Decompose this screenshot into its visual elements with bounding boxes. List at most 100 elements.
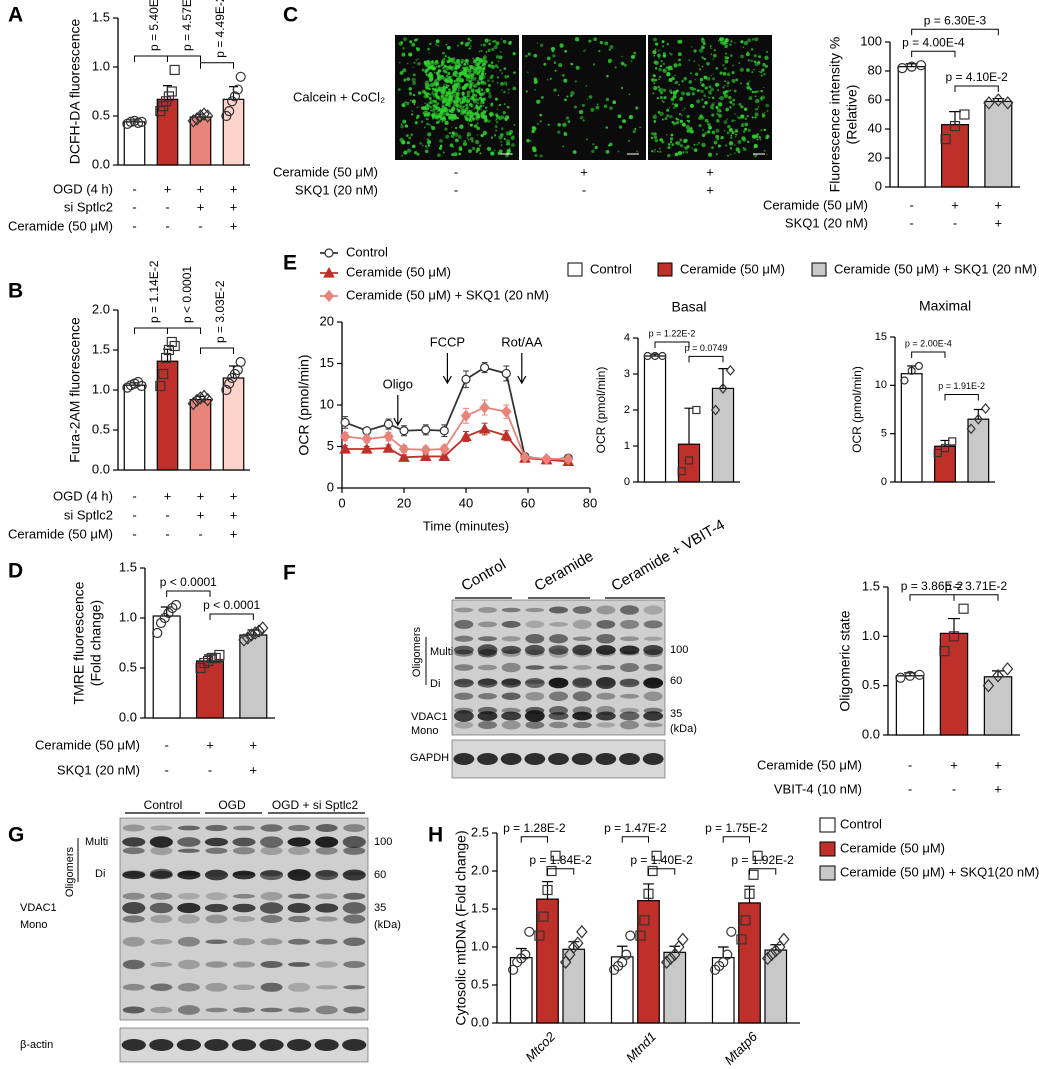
- data-point: [187, 396, 200, 411]
- fluorescence-dot: [470, 45, 472, 47]
- data-point: [940, 444, 950, 453]
- fluorescence-dot: [430, 125, 432, 127]
- fluorescence-dot: [700, 45, 706, 50]
- data-point: [203, 655, 214, 667]
- fluorescence-dot: [439, 64, 443, 67]
- data-point: [639, 915, 650, 926]
- fluorescence-dot: [437, 120, 441, 123]
- blot-band: [501, 620, 521, 628]
- blot-band: [548, 645, 569, 655]
- fluorescence-dot: [686, 114, 690, 119]
- fluorescence-dot: [744, 117, 747, 120]
- loading-band: [259, 1039, 284, 1051]
- p-value: p = 1.91E-2: [938, 381, 985, 391]
- fluorescence-dot: [579, 115, 584, 120]
- fluorescence-dot: [539, 120, 542, 123]
- fluorescence-dot: [417, 91, 422, 95]
- blot-band: [643, 644, 664, 656]
- fluorescence-dot: [478, 144, 482, 147]
- blot-band: [150, 1006, 173, 1014]
- comparison-bracket: [547, 868, 575, 875]
- fluorescence-dot: [465, 99, 469, 103]
- fluorescence-dot: [451, 153, 455, 157]
- data-point: [383, 430, 394, 443]
- y-tick-label: 10: [320, 396, 334, 411]
- fluorescence-dot: [730, 54, 733, 57]
- condition-label: VBIT-4 (10 nM): [774, 781, 862, 796]
- data-point: [249, 626, 261, 640]
- fluorescence-dot: [553, 61, 557, 64]
- fluorescence-dot: [453, 100, 456, 103]
- fluorescence-dot: [444, 127, 448, 131]
- fluorescence-dot: [507, 88, 510, 91]
- fluorescence-dot: [698, 68, 702, 71]
- fluorescence-dot: [686, 129, 691, 133]
- fluorescence-dot: [754, 37, 759, 42]
- blot-band: [150, 825, 173, 831]
- y-tick-label: 0: [624, 476, 630, 488]
- fluorescence-dot: [558, 63, 563, 68]
- data-point: [710, 404, 721, 416]
- fluorescence-dot: [461, 86, 466, 91]
- comparison-bracket: [688, 355, 724, 363]
- fluorescence-dot: [591, 149, 595, 154]
- data-point: [224, 105, 235, 117]
- blot-band: [232, 903, 256, 913]
- comparison-bracket: [167, 327, 201, 334]
- fluorescence-dot: [399, 62, 401, 64]
- blot-band: [205, 982, 228, 992]
- fluorescence-dot: [711, 96, 715, 100]
- fluorescence-dot: [466, 62, 469, 65]
- legend-swatch: [819, 817, 836, 833]
- fluorescence-dot: [746, 68, 750, 72]
- fluorescence-dot: [472, 57, 474, 59]
- fluorescence-dot: [498, 55, 503, 60]
- data-point: [980, 403, 991, 415]
- fluorescence-dot: [434, 97, 436, 99]
- fluorescence-dot: [416, 106, 419, 109]
- fluorescence-dot: [428, 124, 431, 126]
- fluorescence-dot: [403, 150, 408, 155]
- fluorescence-dot: [747, 59, 750, 62]
- fluorescence-dot: [411, 144, 416, 149]
- fluorescence-dot: [495, 113, 499, 117]
- fluorescence-dot: [436, 71, 440, 75]
- condition-label: SKQ1 (20 nM): [295, 182, 378, 197]
- fluorescence-dot: [481, 80, 485, 84]
- fluorescence-dot: [413, 103, 416, 105]
- error-bar: [949, 111, 961, 125]
- fluorescence-dot: [402, 119, 407, 124]
- fluorescence-dot: [484, 38, 489, 43]
- fluorescence-dot: [465, 103, 468, 107]
- data-point: [906, 61, 917, 72]
- fluorescence-dot: [432, 61, 435, 64]
- fluorescence-dot: [445, 134, 450, 139]
- comparison-bracket: [209, 613, 254, 620]
- fluorescence-dot: [471, 62, 473, 64]
- blot-band: [524, 677, 545, 689]
- fluorescence-dot: [438, 112, 441, 115]
- fluorescence-dot: [494, 125, 498, 129]
- fluorescence-dot: [467, 68, 469, 71]
- fluorescence-dot: [722, 64, 725, 67]
- fluorescence-dot: [617, 150, 620, 153]
- fluorescence-dot: [490, 61, 494, 64]
- fluorescence-dot: [722, 71, 727, 76]
- fluorescence-dot: [566, 95, 569, 98]
- blot-band: [572, 711, 593, 721]
- fluorescence-dot: [715, 134, 719, 139]
- blot-band: [572, 644, 593, 656]
- fluorescence-dot: [441, 109, 444, 111]
- fluorescence-dot: [684, 77, 687, 80]
- fluorescence-dot: [408, 52, 413, 57]
- lane-label: Control: [144, 798, 183, 812]
- data-point: [895, 672, 906, 683]
- y-tick-label: 1.5: [92, 341, 110, 356]
- fluorescence-dot: [723, 93, 729, 99]
- fluorescence-dot: [660, 59, 663, 63]
- blot-band: [525, 634, 545, 644]
- fluorescence-dot: [446, 45, 451, 50]
- data-point: [752, 850, 763, 861]
- fluorescence-dot: [747, 86, 750, 90]
- blot-band: [342, 836, 366, 848]
